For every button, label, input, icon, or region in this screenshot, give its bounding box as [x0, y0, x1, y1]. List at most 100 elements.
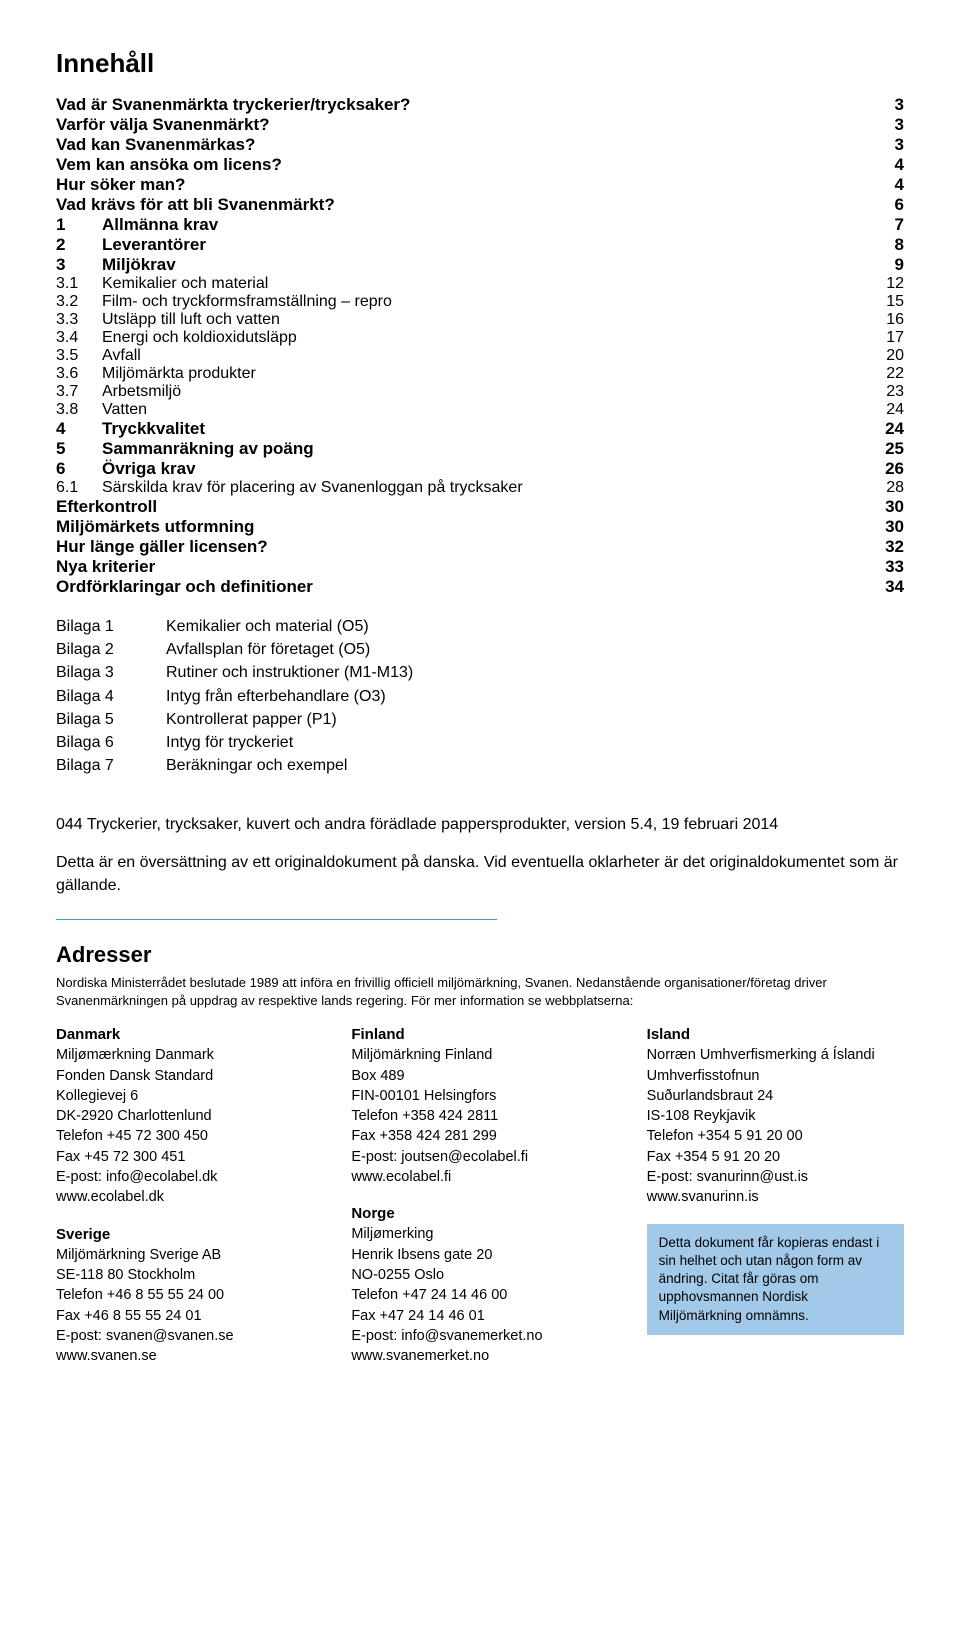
country-name: Sverige [56, 1224, 313, 1245]
toc-row: 3.7Arbetsmiljö23 [56, 383, 904, 401]
toc-page: 6 [895, 195, 904, 215]
toc-row: Varför välja Svanenmärkt? 3 [56, 115, 904, 135]
appendix-row: Bilaga 3Rutiner och instruktioner (M1-M1… [56, 661, 904, 684]
toc-label: Varför välja Svanenmärkt? [56, 115, 270, 135]
toc-label: Vad kan Svanenmärkas? [56, 135, 255, 155]
appendix-row: Bilaga 7Beräkningar och exempel [56, 754, 904, 777]
toc-page: 4 [895, 155, 904, 175]
toc-row: 3.3Utsläpp till luft och vatten16 [56, 311, 904, 329]
address-line: Telefon +46 8 55 55 24 00 [56, 1285, 313, 1305]
toc-label: 6Övriga krav [56, 459, 196, 479]
footer-version: 044 Tryckerier, trycksaker, kuvert och a… [56, 813, 904, 836]
toc-row: 3.4Energi och koldioxidutsläpp17 [56, 329, 904, 347]
address-line: IS-108 Reykjavik [647, 1106, 904, 1126]
address-line: Telefon +354 5 91 20 00 [647, 1126, 904, 1146]
address-line: Miljømerking [351, 1224, 608, 1244]
toc-row: 1Allmänna krav7 [56, 215, 904, 235]
toc-page: 15 [886, 293, 904, 311]
toc-page: 32 [885, 537, 904, 557]
address-line: Box 489 [351, 1066, 608, 1086]
address-line: www.svanemerket.no [351, 1346, 608, 1366]
toc-page: 28 [886, 479, 904, 497]
toc-row: 4Tryckkvalitet24 [56, 419, 904, 439]
toc-page: 4 [895, 175, 904, 195]
toc-page: 26 [885, 459, 904, 479]
address-line: Telefon +45 72 300 450 [56, 1126, 313, 1146]
address-line: E-post: joutsen@ecolabel.fi [351, 1147, 608, 1167]
toc-label: 3Miljökrav [56, 255, 176, 275]
toc-row: Hur söker man? 4 [56, 175, 904, 195]
toc-row: Hur länge gäller licensen?32 [56, 537, 904, 557]
address-line: Fax +354 5 91 20 20 [647, 1147, 904, 1167]
addresses-intro: Nordiska Ministerrådet beslutade 1989 at… [56, 974, 904, 1010]
toc-page: 3 [895, 95, 904, 115]
toc-page: 30 [885, 497, 904, 517]
toc-row: 3.8Vatten24 [56, 401, 904, 419]
appendix-label: Avfallsplan för företaget (O5) [166, 638, 370, 661]
appendix-label: Rutiner och instruktioner (M1-M13) [166, 661, 413, 684]
toc-row: 5Sammanräkning av poäng 25 [56, 439, 904, 459]
toc-row: Efterkontroll 30 [56, 497, 904, 517]
toc-label: 4Tryckkvalitet [56, 419, 205, 439]
toc-row: 6Övriga krav 26 [56, 459, 904, 479]
country-name: Island [647, 1024, 904, 1045]
address-line: Telefon +358 424 2811 [351, 1106, 608, 1126]
toc-label: 5Sammanräkning av poäng [56, 439, 314, 459]
toc-label: Efterkontroll [56, 497, 157, 517]
address-line: Miljömärkning Sverige AB [56, 1245, 313, 1265]
toc-label: 3.2Film- och tryckformsframställning – r… [56, 293, 392, 311]
col-2: Finland Miljömärkning FinlandBox 489FIN-… [351, 1024, 608, 1382]
page-title: Innehåll [56, 48, 904, 79]
toc-row: Vad krävs för att bli Svanenmärkt? 6 [56, 195, 904, 215]
address-line: FIN-00101 Helsingfors [351, 1086, 608, 1106]
address-line: SE-118 80 Stockholm [56, 1265, 313, 1285]
appendix-row: Bilaga 1Kemikalier och material (O5) [56, 615, 904, 638]
appendix-row: Bilaga 4Intyg från efterbehandlare (O3) [56, 685, 904, 708]
toc-label: Hur söker man? [56, 175, 185, 195]
address-line: NO-0255 Oslo [351, 1265, 608, 1285]
appendix-num: Bilaga 1 [56, 615, 166, 638]
appendix-row: Bilaga 6Intyg för tryckeriet [56, 731, 904, 754]
table-of-contents: Vad är Svanenmärkta tryckerier/trycksake… [56, 95, 904, 597]
address-line: DK-2920 Charlottenlund [56, 1106, 313, 1126]
toc-row: 2Leverantörer8 [56, 235, 904, 255]
address-line: Telefon +47 24 14 46 00 [351, 1285, 608, 1305]
toc-page: 3 [895, 135, 904, 155]
toc-page: 25 [885, 439, 904, 459]
toc-page: 9 [895, 255, 904, 275]
country-name: Norge [351, 1203, 608, 1224]
toc-page: 8 [895, 235, 904, 255]
toc-label: Nya kriterier [56, 557, 155, 577]
address-line: Miljömärkning Finland [351, 1045, 608, 1065]
address-line: Fax +45 72 300 451 [56, 1147, 313, 1167]
toc-page: 30 [885, 517, 904, 537]
toc-row: 3.6Miljömärkta produkter22 [56, 365, 904, 383]
toc-row: Miljömärkets utformning 30 [56, 517, 904, 537]
toc-row: 3.2Film- och tryckformsframställning – r… [56, 293, 904, 311]
address-line: Kollegievej 6 [56, 1086, 313, 1106]
divider [56, 919, 497, 920]
toc-row: Vad är Svanenmärkta tryckerier/trycksake… [56, 95, 904, 115]
address-line: E-post: info@svanemerket.no [351, 1326, 608, 1346]
addresses-title: Adresser [56, 942, 904, 968]
appendix-list: Bilaga 1Kemikalier och material (O5)Bila… [56, 615, 904, 777]
toc-page: 12 [886, 275, 904, 293]
toc-label: Miljömärkets utformning [56, 517, 254, 537]
address-line: Henrik Ibsens gate 20 [351, 1245, 608, 1265]
appendix-num: Bilaga 5 [56, 708, 166, 731]
appendix-num: Bilaga 3 [56, 661, 166, 684]
country-name: Danmark [56, 1024, 313, 1045]
toc-page: 22 [886, 365, 904, 383]
toc-label: 3.1Kemikalier och material [56, 275, 268, 293]
address-line: Suðurlandsbraut 24 [647, 1086, 904, 1106]
address-line: Umhverfisstofnun [647, 1066, 904, 1086]
address-line: www.svanurinn.is [647, 1187, 904, 1207]
address-line: Norræn Umhverfismerking á Íslandi [647, 1045, 904, 1065]
toc-row: 6.1Särskilda krav för placering av Svane… [56, 479, 904, 497]
toc-page: 3 [895, 115, 904, 135]
footer-translation-note: Detta är en översättning av ett original… [56, 851, 904, 897]
toc-label: Vad krävs för att bli Svanenmärkt? [56, 195, 335, 215]
toc-page: 24 [886, 401, 904, 419]
toc-row: Vad kan Svanenmärkas? 3 [56, 135, 904, 155]
toc-label: Vem kan ansöka om licens? [56, 155, 282, 175]
